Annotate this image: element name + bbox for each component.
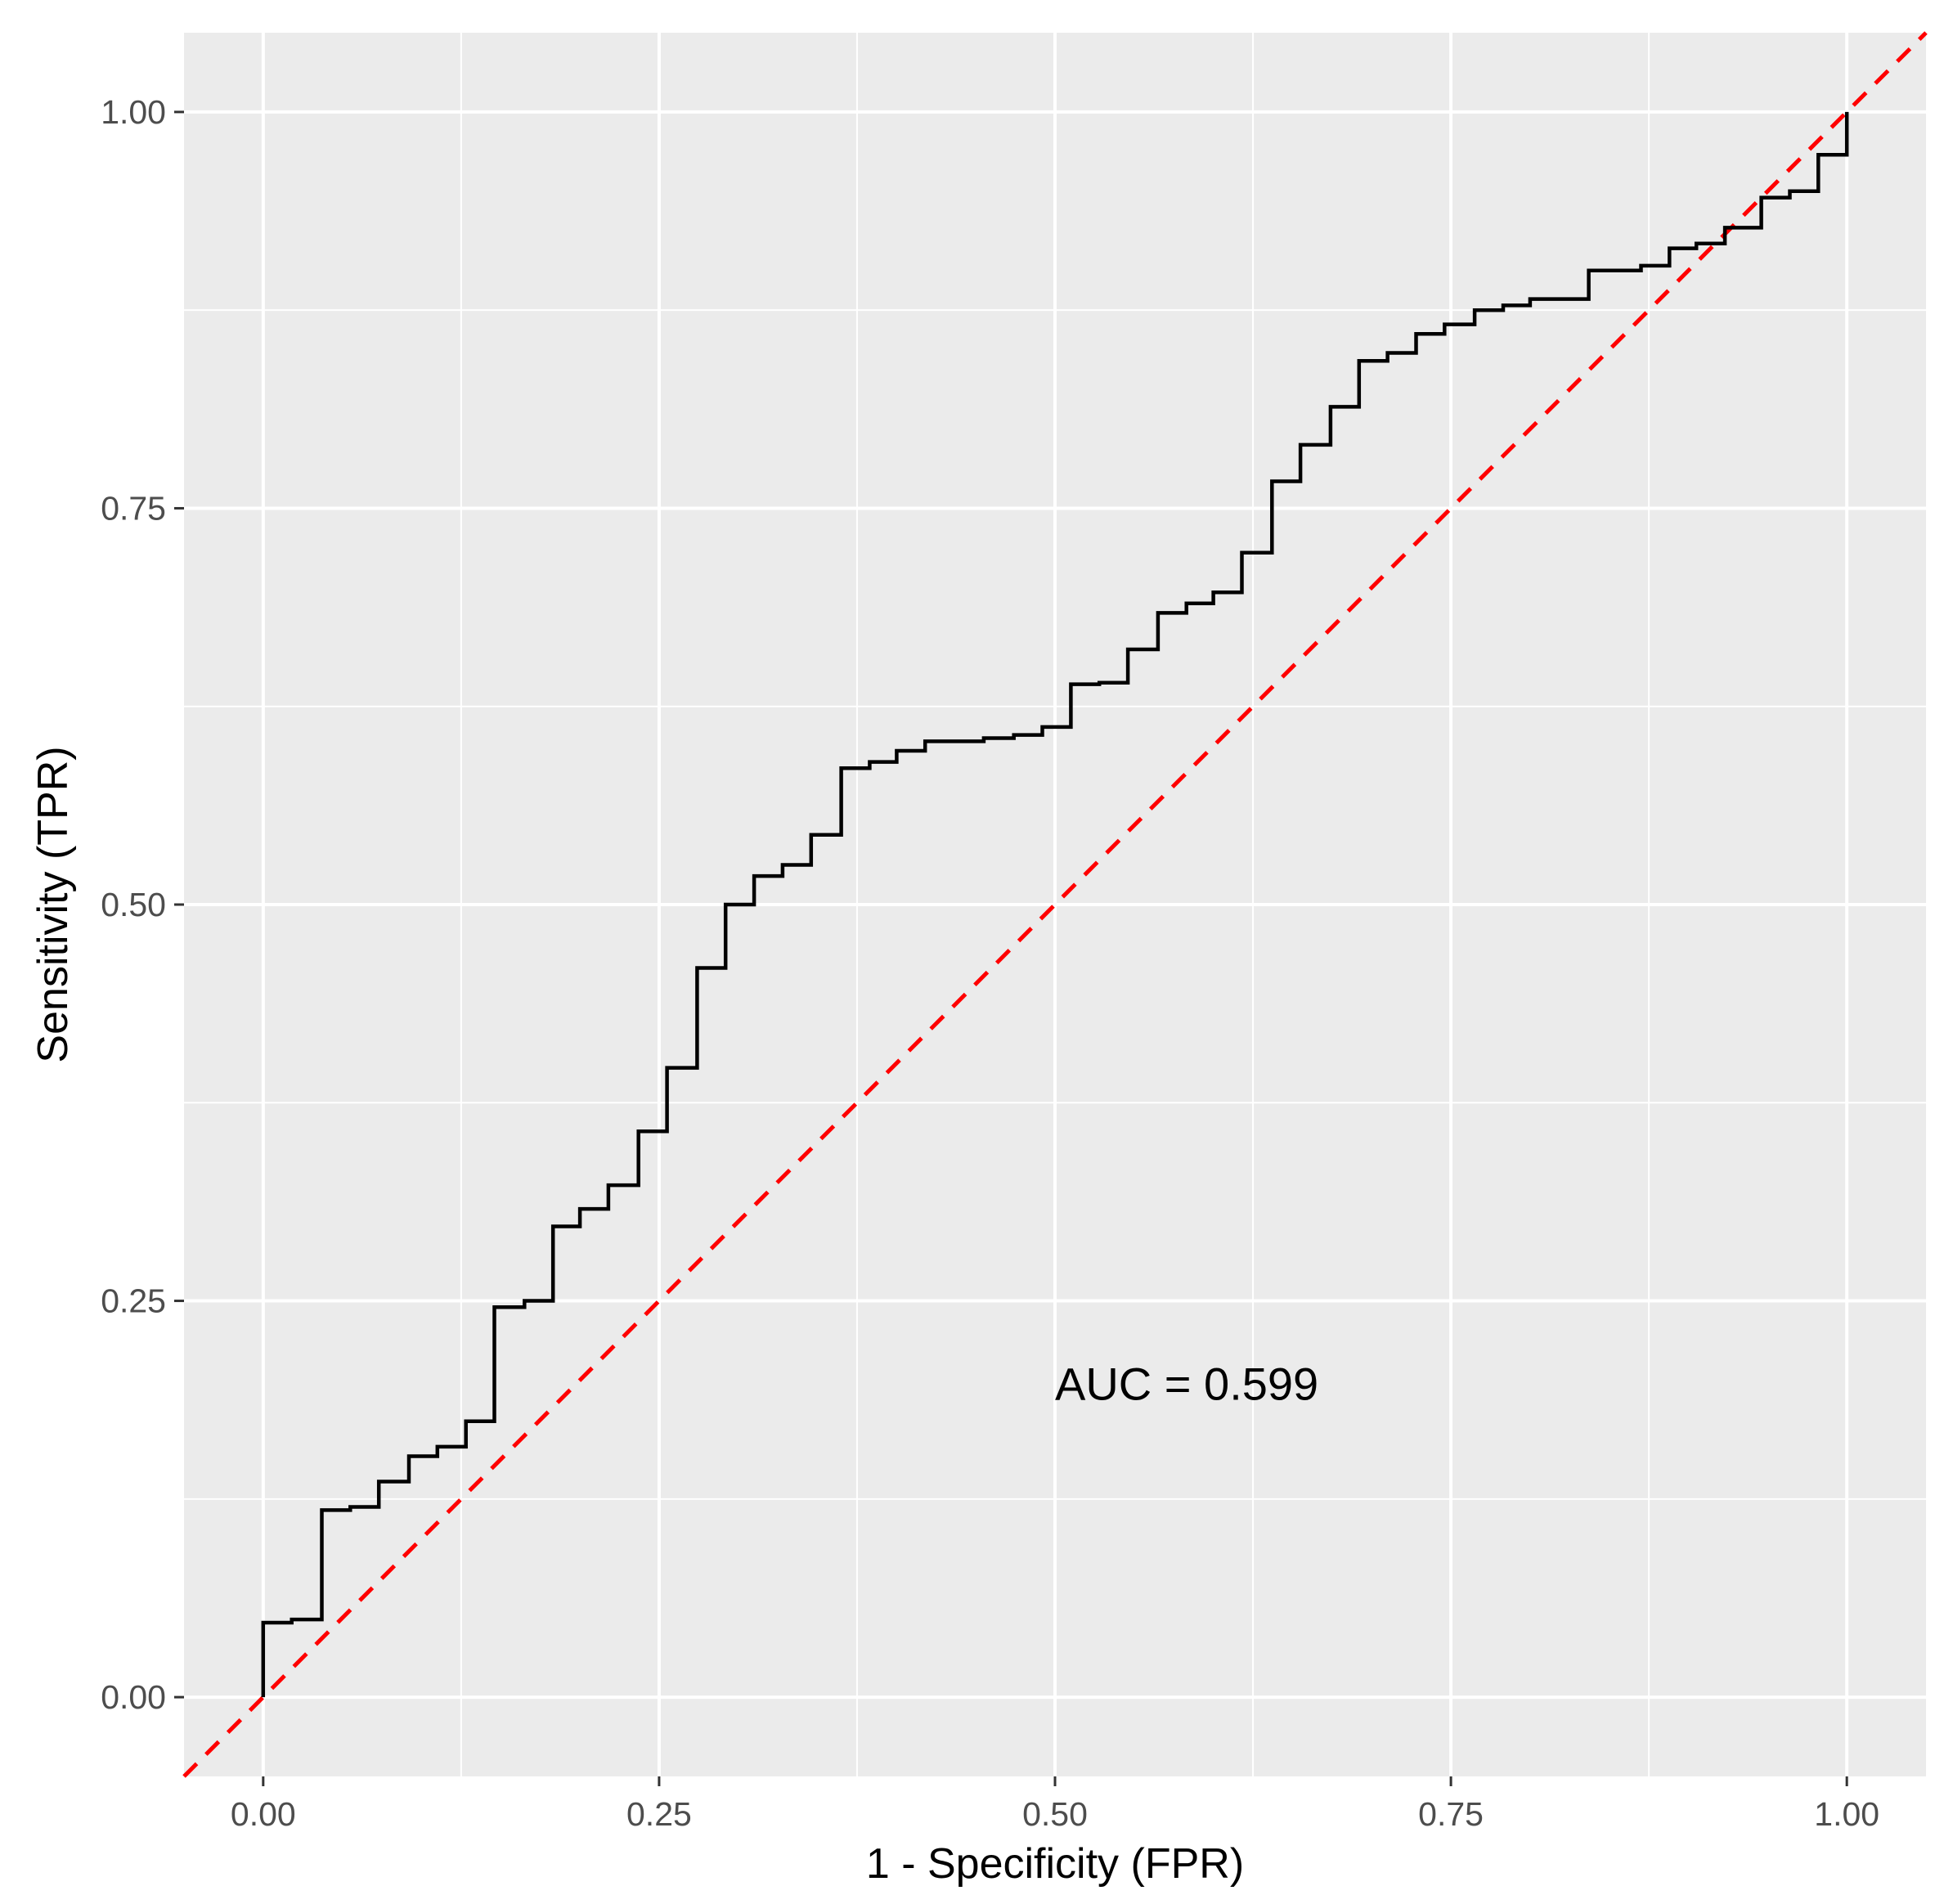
x-tick-label: 0.75 bbox=[1418, 1795, 1484, 1833]
auc-annotation: AUC = 0.599 bbox=[1055, 1358, 1318, 1409]
y-axis-title: Sensitivity (TPR) bbox=[29, 746, 77, 1062]
reference-diagonal-line bbox=[182, 31, 1928, 1778]
x-tick-label: 1.00 bbox=[1814, 1795, 1879, 1833]
y-tick-label: 0.00 bbox=[101, 1678, 166, 1716]
y-tick-label: 1.00 bbox=[101, 93, 166, 131]
y-tick-label: 0.50 bbox=[101, 886, 166, 923]
x-tick-label: 0.00 bbox=[231, 1795, 296, 1833]
roc-curve-line bbox=[261, 111, 1849, 1698]
y-tick-label: 0.25 bbox=[101, 1282, 166, 1320]
x-axis-title: 1 - Specificity (FPR) bbox=[866, 1840, 1244, 1888]
y-tick-label: 0.75 bbox=[101, 489, 166, 527]
plot-series bbox=[182, 31, 1928, 1778]
axes: 0.00 0.25 0.50 0.75 1.00 0.00 0.25 0.50 0.75 1.00 bbox=[101, 93, 1879, 1833]
grid-lines bbox=[184, 33, 1926, 1776]
x-tick-label: 0.25 bbox=[626, 1795, 692, 1833]
x-tick-label: 0.50 bbox=[1022, 1795, 1088, 1833]
